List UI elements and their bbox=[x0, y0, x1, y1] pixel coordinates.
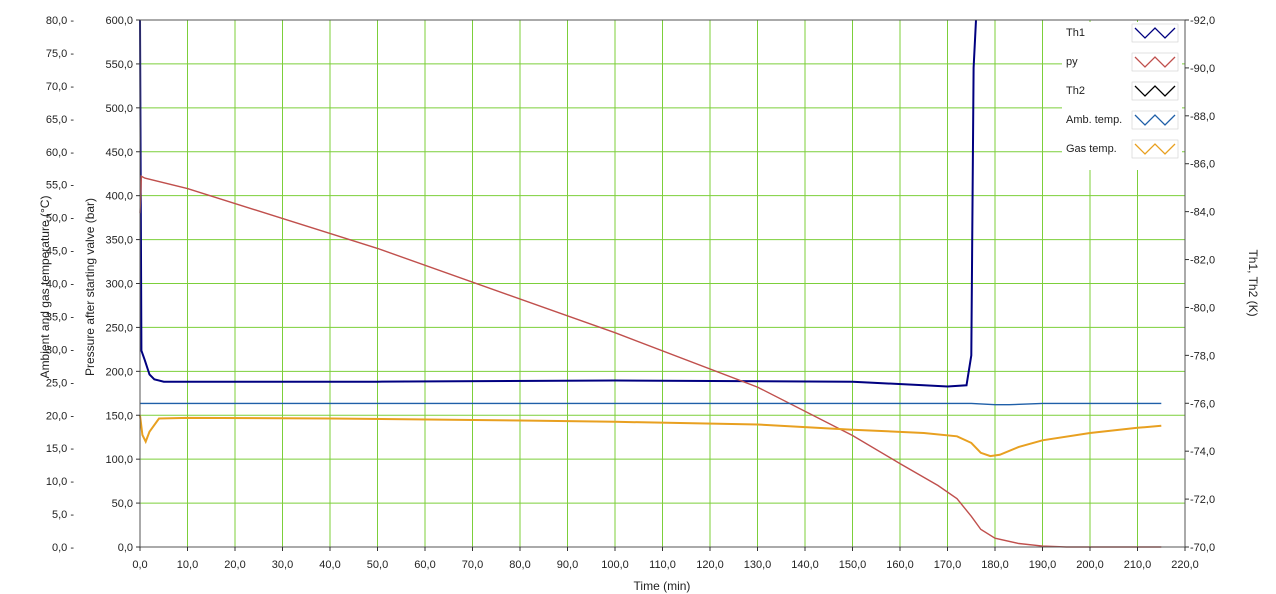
y-outer-tick-label: 5,0 - bbox=[52, 509, 74, 521]
y-right-tick-label: -76,0 bbox=[1190, 398, 1215, 410]
y-right-tick-label: -82,0 bbox=[1190, 255, 1215, 267]
series-line-amb-temp bbox=[140, 402, 1162, 406]
y-right-tick-label: -78,0 bbox=[1190, 350, 1215, 362]
y-outer-tick-label: 10,0 - bbox=[46, 476, 74, 488]
y-outer-tick-label: 55,0 - bbox=[46, 180, 74, 192]
grid bbox=[139, 20, 1186, 547]
y-outer-tick-label: 70,0 - bbox=[46, 81, 74, 93]
y-inner-tick-label: 50,0 bbox=[112, 498, 133, 510]
y-right-tick-label: -80,0 bbox=[1190, 302, 1215, 314]
y-inner-tick-label: 250,0 bbox=[105, 322, 133, 334]
legend-swatch-box bbox=[1131, 81, 1179, 101]
y-inner-tick-label: 0,0 bbox=[118, 542, 133, 554]
y-right-tick-label: -70,0 bbox=[1190, 542, 1215, 554]
y-inner-tick-label: 300,0 bbox=[105, 279, 133, 291]
y-right-tick-label: -74,0 bbox=[1190, 446, 1215, 458]
x-tick-label: 110,0 bbox=[649, 559, 676, 571]
y-right-tick-label: -90,0 bbox=[1190, 63, 1215, 75]
legend-label: Amb. temp. bbox=[1066, 114, 1122, 126]
y-inner-tick-label: 400,0 bbox=[105, 191, 133, 203]
legend: Th1 py Th2 Amb. temp. Gas temp. bbox=[1062, 22, 1182, 170]
x-tick-label: 10,0 bbox=[177, 559, 198, 571]
legend-label: Gas temp. bbox=[1066, 143, 1117, 155]
y-outer-tick-label: 60,0 - bbox=[46, 147, 74, 159]
y-right-tick-label: -84,0 bbox=[1190, 207, 1215, 219]
legend-swatch bbox=[1134, 85, 1176, 97]
y-outer-tick-label: 50,0 - bbox=[46, 213, 74, 225]
y-inner-tick-label: 100,0 bbox=[105, 454, 133, 466]
x-tick-label: 190,0 bbox=[1029, 559, 1057, 571]
x-tick-label: 60,0 bbox=[414, 559, 435, 571]
x-tick-label: 150,0 bbox=[839, 559, 867, 571]
y-right-tick-label: -86,0 bbox=[1190, 159, 1215, 171]
series-line-th1 bbox=[139, 19, 977, 388]
y-outer-tick-label: 75,0 - bbox=[46, 48, 74, 60]
x-tick-label: 180,0 bbox=[981, 559, 1009, 571]
legend-label: py bbox=[1066, 56, 1078, 68]
legend-swatch bbox=[1134, 143, 1176, 155]
y-right-tick-label: -88,0 bbox=[1190, 111, 1215, 123]
y-outer-tick-label: 0,0 - bbox=[52, 542, 74, 554]
x-tick-label: 30,0 bbox=[272, 559, 293, 571]
x-tick-label: 140,0 bbox=[791, 559, 819, 571]
y-right-tick-label: -92,0 bbox=[1190, 15, 1215, 27]
x-tick-label: 90,0 bbox=[557, 559, 578, 571]
legend-swatch-box bbox=[1131, 23, 1179, 43]
legend-swatch bbox=[1134, 27, 1176, 39]
x-tick-label: 80,0 bbox=[509, 559, 530, 571]
y-outer-tick-label: 35,0 - bbox=[46, 311, 74, 323]
legend-swatch bbox=[1134, 114, 1176, 126]
x-tick-label: 120,0 bbox=[696, 559, 724, 571]
y-inner-tick-label: 150,0 bbox=[105, 410, 133, 422]
series-line-gas-temp bbox=[139, 415, 1162, 458]
x-tick-label: 20,0 bbox=[224, 559, 245, 571]
y-outer-tick-label: 15,0 - bbox=[46, 443, 74, 455]
y-right-tick-label: -72,0 bbox=[1190, 494, 1215, 506]
legend-label: Th2 bbox=[1066, 85, 1085, 97]
y-inner-tick-label: 450,0 bbox=[105, 147, 133, 159]
y-inner-tick-label: 350,0 bbox=[105, 235, 133, 247]
y-axis-title-inner: Pressure after starting valve (bar) bbox=[83, 198, 97, 376]
x-tick-label: 220,0 bbox=[1171, 559, 1199, 571]
y-inner-tick-label: 500,0 bbox=[105, 103, 133, 115]
y-outer-tick-label: 20,0 - bbox=[46, 410, 74, 422]
x-tick-label: 0,0 bbox=[132, 559, 147, 571]
y-outer-tick-label: 80,0 - bbox=[46, 15, 74, 27]
x-tick-label: 170,0 bbox=[934, 559, 962, 571]
legend-swatch-box bbox=[1131, 52, 1179, 72]
x-tick-label: 50,0 bbox=[367, 559, 388, 571]
legend-label: Th1 bbox=[1066, 27, 1085, 39]
legend-swatch-box bbox=[1131, 110, 1179, 130]
x-tick-label: 130,0 bbox=[744, 559, 772, 571]
x-tick-label: 210,0 bbox=[1124, 559, 1152, 571]
x-axis-title: Time (min) bbox=[634, 579, 691, 593]
y-axis-title-outer: Ambient and gas temperature (°C) bbox=[38, 196, 52, 379]
y-inner-tick-label: 550,0 bbox=[105, 59, 133, 71]
y-outer-tick-label: 45,0 - bbox=[46, 246, 74, 258]
x-tick-label: 100,0 bbox=[601, 559, 629, 571]
legend-swatch bbox=[1134, 56, 1176, 68]
y-outer-tick-label: 30,0 - bbox=[46, 344, 74, 356]
x-tick-label: 200,0 bbox=[1076, 559, 1104, 571]
y-outer-tick-label: 25,0 - bbox=[46, 377, 74, 389]
y-outer-tick-label: 65,0 - bbox=[46, 114, 74, 126]
x-tick-label: 70,0 bbox=[462, 559, 483, 571]
y-axis-title-right: Th1, Th2 (K) bbox=[1246, 249, 1260, 316]
tick-labels: 0,0 10,0 20,0 30,0 40,0 50,0 60,0 70,0 80,0 90,0 1… bbox=[46, 15, 1215, 571]
legend-swatch-box bbox=[1131, 139, 1179, 159]
x-tick-label: 160,0 bbox=[886, 559, 914, 571]
y-outer-tick-label: 40,0 - bbox=[46, 279, 74, 291]
y-inner-tick-label: 200,0 bbox=[105, 366, 133, 378]
x-tick-label: 40,0 bbox=[319, 559, 340, 571]
y-inner-tick-label: 600,0 bbox=[105, 15, 133, 27]
